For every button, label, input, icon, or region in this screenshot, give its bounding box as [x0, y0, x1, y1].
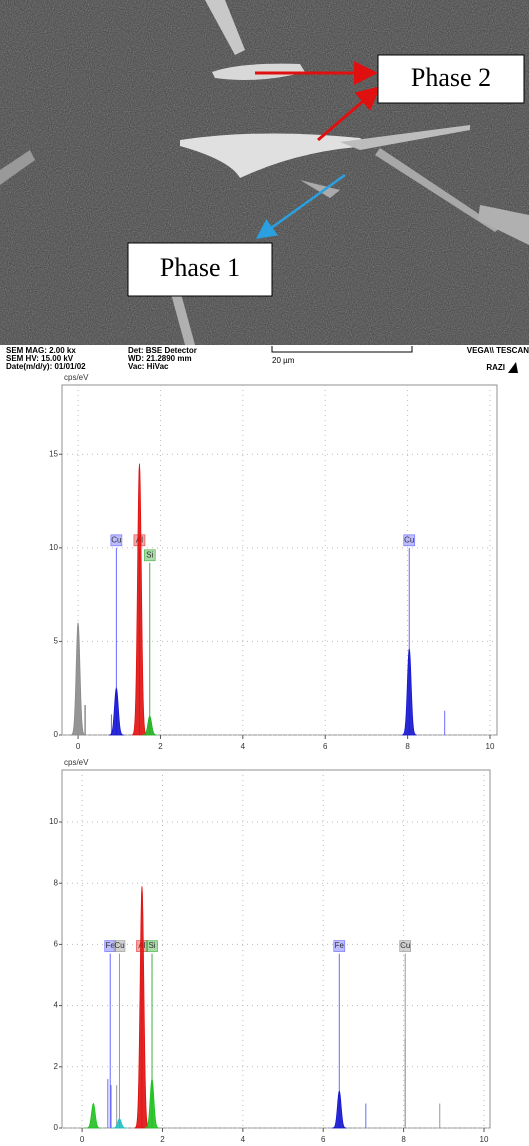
x-tick-label: 10 [480, 1135, 489, 1144]
element-label: Fe [335, 941, 345, 950]
info-text: Date(m/d/y): 01/01/02 [6, 362, 86, 371]
element-label: Cu [400, 941, 410, 950]
scale-label: 20 µm [272, 356, 295, 365]
peak [131, 463, 147, 736]
info-text: Vac: HiVac [128, 362, 169, 371]
x-tick-label: 6 [323, 742, 328, 751]
peak [70, 622, 86, 736]
peak [332, 1090, 347, 1129]
sem-info-bar: SEM MAG: 2.00 kx SEM HV: 15.00 kV Date(m… [0, 345, 529, 381]
annotation: Phase 2 [411, 63, 491, 92]
element-label-box [104, 940, 117, 952]
peak [108, 686, 124, 736]
peak [144, 1077, 160, 1129]
y-tick-label: 5 [54, 637, 59, 646]
y-tick-label: 15 [49, 449, 58, 458]
x-tick-label: 4 [241, 1135, 246, 1144]
x-tick-label: 0 [80, 1135, 85, 1144]
y-tick-label: 10 [49, 543, 58, 552]
x-tick-label: 8 [401, 1135, 406, 1144]
x-tick-label: 4 [241, 742, 246, 751]
element-label-box [399, 940, 412, 952]
y-tick-label: 8 [54, 878, 59, 887]
y-tick-label: 4 [54, 1001, 59, 1010]
y-tick-label: 2 [54, 1062, 59, 1071]
element-label-box [113, 940, 126, 952]
peak [112, 1118, 127, 1129]
info-text: WD: 21.2890 mm [128, 354, 192, 363]
info-text: VEGA\\ TESCAN [467, 346, 529, 355]
y-tick-label: 0 [54, 730, 59, 739]
element-label: Si [146, 550, 153, 559]
element-label-box [333, 940, 346, 952]
element-label-box [146, 940, 158, 952]
plot-area [61, 769, 491, 1129]
y-axis-label: cps/eV [64, 758, 89, 767]
peak [134, 886, 150, 1129]
element-label-box [110, 534, 123, 547]
peak [142, 715, 158, 736]
x-tick-label: 0 [76, 742, 81, 751]
peak [86, 1102, 101, 1129]
info-text: SEM MAG: 2.00 kx [6, 346, 76, 355]
x-tick-label: 8 [405, 742, 410, 751]
y-tick-label: 0 [54, 1123, 59, 1132]
element-label: Cu [404, 535, 414, 544]
y-tick-label: 10 [49, 817, 58, 826]
y-axis-label: cps/eV [64, 373, 89, 382]
info-text: SEM HV: 15.00 kV [6, 354, 74, 363]
element-label: Cu [114, 941, 124, 950]
info-text: RAZI [486, 363, 505, 372]
y-tick-label: 6 [54, 940, 59, 949]
element-label: Cu [111, 535, 121, 544]
x-tick-label: 6 [321, 1135, 326, 1144]
peak [401, 648, 417, 736]
element-label-box [143, 549, 156, 562]
info-text: Det: BSE Detector [128, 346, 197, 355]
element-label: Si [148, 941, 155, 950]
sem-image: Phase 2 Phase 1 [0, 0, 529, 345]
plot-area [61, 384, 498, 736]
x-tick-label: 2 [160, 1135, 165, 1144]
element-label-box [403, 534, 416, 547]
annotation: Phase 1 [160, 253, 240, 282]
x-tick-label: 2 [158, 742, 163, 751]
element-label: Fe [106, 941, 116, 950]
x-tick-label: 10 [486, 742, 495, 751]
